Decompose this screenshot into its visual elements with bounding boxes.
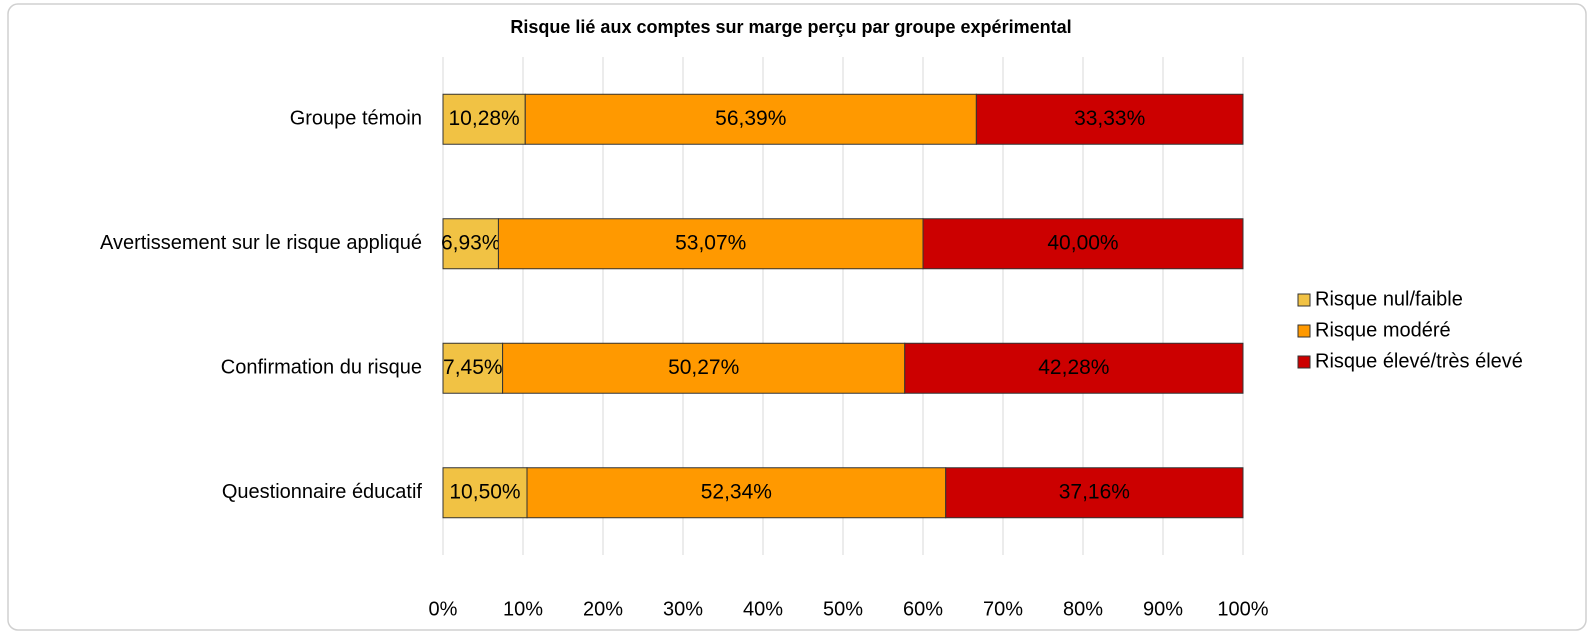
bar-segment bbox=[945, 467, 1244, 519]
bar-segment bbox=[502, 342, 906, 394]
bar-segment bbox=[442, 218, 499, 270]
x-tick-label: 90% bbox=[1143, 598, 1183, 620]
x-tick-label: 50% bbox=[823, 598, 863, 620]
bar-segment bbox=[442, 467, 528, 519]
bar-segment bbox=[497, 218, 924, 270]
bar-segment bbox=[442, 342, 504, 394]
data-label: 50,27% bbox=[668, 356, 739, 379]
legend-label: Risque élevé/très élevé bbox=[1315, 350, 1523, 372]
data-label: 52,34% bbox=[701, 480, 772, 503]
x-tick-label: 80% bbox=[1063, 598, 1103, 620]
bar-segment bbox=[922, 218, 1244, 270]
y-tick-label: Questionnaire éducatif bbox=[222, 481, 423, 503]
bar-segment bbox=[526, 467, 947, 519]
data-label: 42,28% bbox=[1038, 356, 1109, 379]
bar-segment bbox=[904, 342, 1244, 394]
data-label: 33,33% bbox=[1074, 107, 1145, 130]
legend-swatch bbox=[1297, 355, 1311, 369]
x-tick-label: 10% bbox=[503, 598, 543, 620]
x-tick-label: 30% bbox=[663, 598, 703, 620]
x-tick-label: 20% bbox=[583, 598, 623, 620]
chart-title: Risque lié aux comptes sur marge perçu p… bbox=[510, 17, 1071, 37]
bar-segment bbox=[442, 93, 526, 145]
legend-label: Risque nul/faible bbox=[1315, 288, 1463, 310]
x-tick-label: 60% bbox=[903, 598, 943, 620]
x-tick-label: 100% bbox=[1217, 598, 1268, 620]
data-label: 40,00% bbox=[1047, 231, 1118, 254]
data-label: 6,93% bbox=[441, 231, 501, 254]
y-tick-label: Confirmation du risque bbox=[221, 357, 422, 379]
x-tick-label: 0% bbox=[429, 598, 458, 620]
data-label: 7,45% bbox=[443, 356, 503, 379]
y-tick-label: Avertissement sur le risque appliqué bbox=[100, 232, 422, 254]
data-label: 10,28% bbox=[449, 107, 520, 130]
data-label: 37,16% bbox=[1059, 480, 1130, 503]
legend-swatch bbox=[1297, 324, 1311, 338]
x-tick-label: 40% bbox=[743, 598, 783, 620]
y-tick-label: Groupe témoin bbox=[290, 108, 422, 130]
legend-swatch bbox=[1297, 293, 1311, 307]
bar-segment bbox=[975, 93, 1244, 145]
data-label: 56,39% bbox=[715, 107, 786, 130]
x-tick-label: 70% bbox=[983, 598, 1023, 620]
legend-label: Risque modéré bbox=[1315, 319, 1451, 341]
data-label: 10,50% bbox=[449, 480, 520, 503]
data-label: 53,07% bbox=[675, 231, 746, 254]
